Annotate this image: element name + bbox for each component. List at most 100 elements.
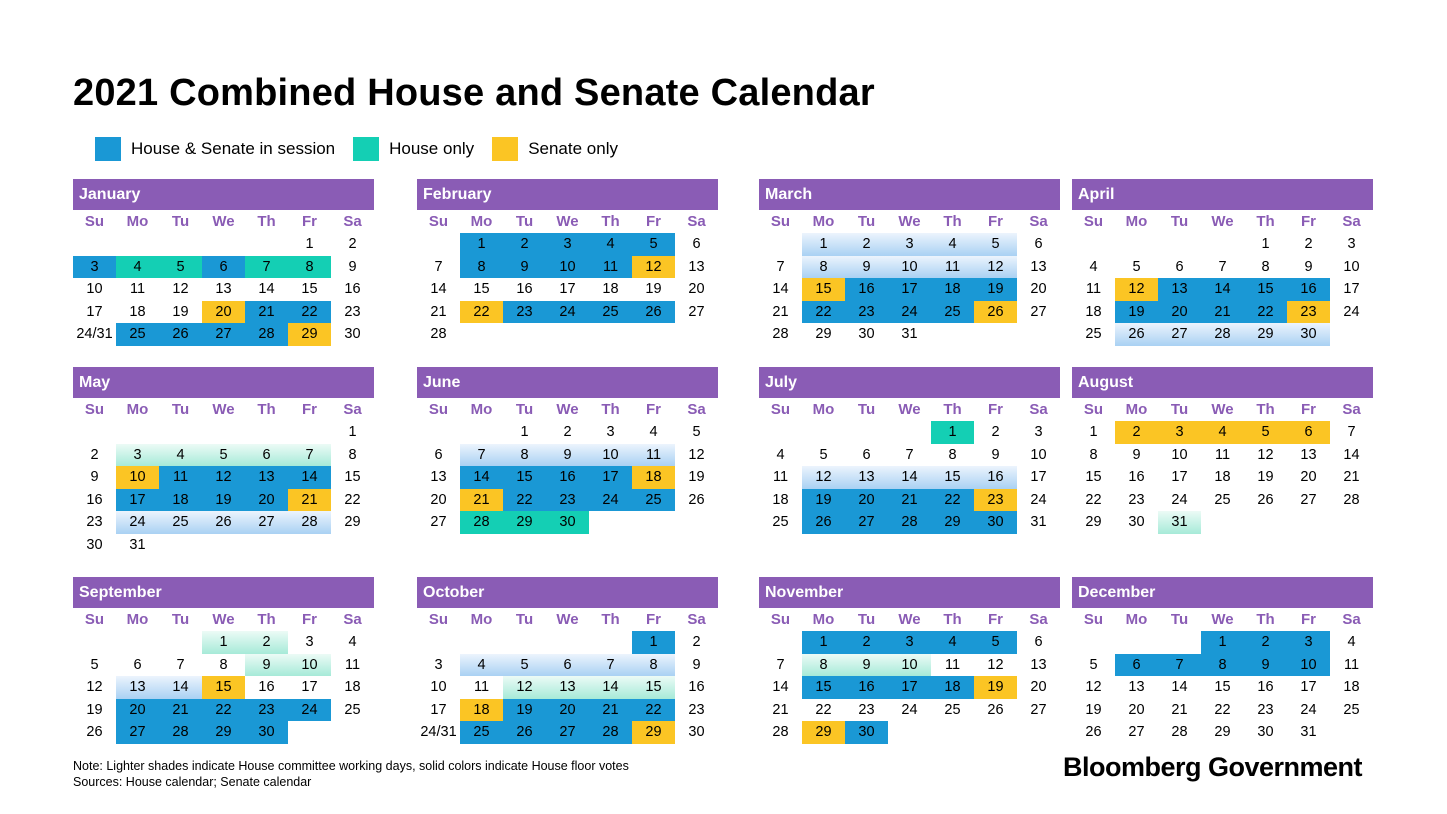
day-cell: 29 bbox=[632, 721, 675, 744]
week-row: 28 bbox=[417, 323, 718, 346]
month-august: August Su Mo Tu We Th Fr Sa 1 2 3 4 5 6 7 8 9 10 11 12 13 14 1… bbox=[1072, 367, 1373, 534]
day-cell: 17 bbox=[559, 281, 576, 297]
day-cell: 5 bbox=[159, 255, 202, 278]
month-september: September Su Mo Tu We Th Fr Sa 1 2 3 4 5 6 7 8 9 10 11 12 13… bbox=[73, 577, 374, 744]
weekday-label: We bbox=[556, 401, 579, 418]
week-row: 10 11 12 13 14 15 16 bbox=[417, 676, 718, 699]
weekday-label: Tu bbox=[1170, 213, 1189, 230]
day-cell: 14 bbox=[1201, 278, 1244, 301]
day-cell: 13 bbox=[688, 258, 705, 275]
day-cell: 21 bbox=[288, 488, 331, 511]
day-cell: 1 bbox=[202, 631, 245, 654]
empty-cell bbox=[159, 631, 202, 654]
day-cell: 4 bbox=[1347, 634, 1356, 650]
week-row: 27 28 29 30 bbox=[417, 511, 718, 534]
day-cell: 26 bbox=[802, 511, 845, 534]
empty-cell bbox=[159, 233, 202, 256]
month-december: December Su Mo Tu We Th Fr Sa 1 2 3 4 5 6 7 8 9 10 11 12 13 1… bbox=[1072, 577, 1373, 744]
day-cell: 2 bbox=[245, 631, 288, 654]
day-cell: 22 bbox=[632, 698, 675, 721]
day-cell: 6 bbox=[1175, 258, 1184, 275]
day-cell: 30 bbox=[688, 724, 705, 740]
day-cell: 16 bbox=[688, 679, 705, 695]
day-cell: 20 bbox=[845, 488, 888, 511]
day-cell: 21 bbox=[430, 303, 447, 320]
weekday-label: Sa bbox=[687, 611, 706, 628]
day-cell: 31 bbox=[129, 536, 146, 553]
day-cell: 25 bbox=[632, 488, 675, 511]
day-cell: 1 bbox=[1089, 424, 1098, 440]
day-cell: 28 bbox=[159, 721, 202, 744]
weekday-label: Mo bbox=[1125, 213, 1148, 230]
empty-cell bbox=[460, 421, 503, 444]
day-cell: 20 bbox=[546, 698, 589, 721]
day-cell: 9 bbox=[1132, 446, 1141, 463]
empty-cell bbox=[288, 421, 331, 444]
weekday-label: Mo bbox=[126, 401, 149, 418]
weekday-label: Su bbox=[428, 401, 449, 418]
week-row: 1 2 3 4 5 bbox=[417, 421, 718, 444]
day-cell: 15 bbox=[1244, 278, 1287, 301]
day-cell: 12 bbox=[172, 281, 189, 297]
day-cell: 2 bbox=[90, 446, 99, 463]
day-cell: 16 bbox=[86, 491, 103, 508]
day-cell: 4 bbox=[776, 446, 785, 463]
week-row: 26 27 28 29 30 bbox=[73, 721, 374, 744]
day-cell: 24/31 bbox=[76, 326, 113, 342]
week-row: 13 14 15 16 17 18 19 bbox=[417, 466, 718, 489]
empty-cell bbox=[202, 421, 245, 444]
empty-cell bbox=[1158, 233, 1201, 256]
empty-cell bbox=[288, 721, 331, 744]
day-cell: 15 bbox=[802, 278, 845, 301]
weekday-label: Sa bbox=[1342, 401, 1361, 418]
day-cell: 3 bbox=[606, 424, 615, 440]
week-row: 14 15 16 17 18 19 20 bbox=[759, 278, 1060, 301]
day-cell: 4 bbox=[931, 631, 974, 654]
day-cell: 15 bbox=[503, 466, 546, 489]
day-cell: 25 bbox=[116, 323, 159, 346]
weekday-label: Sa bbox=[687, 401, 706, 418]
week-row: 28 29 30 31 bbox=[759, 323, 1060, 346]
weekday-label: Mo bbox=[470, 213, 493, 230]
day-cell: 28 bbox=[772, 326, 789, 342]
day-cell: 28 bbox=[589, 721, 632, 744]
day-cell: 21 bbox=[589, 698, 632, 721]
day-cell: 17 bbox=[1300, 679, 1317, 695]
day-cell: 30 bbox=[845, 721, 888, 744]
day-cell: 1 bbox=[802, 233, 845, 256]
day-cell: 8 bbox=[1261, 258, 1270, 275]
footnote: Note: Lighter shades indicate House comm… bbox=[73, 758, 629, 790]
weekday-label: Su bbox=[428, 213, 449, 230]
day-cell: 20 bbox=[245, 488, 288, 511]
weekday-label: Sa bbox=[343, 213, 362, 230]
day-cell: 6 bbox=[862, 446, 871, 463]
weekday-label: Tu bbox=[515, 213, 534, 230]
month-april: April Su Mo Tu We Th Fr Sa 1 2 3 4 5 6 7 8 9 10 11 12 13 14 15… bbox=[1072, 179, 1373, 346]
week-row: 25 26 27 28 29 30 31 bbox=[759, 511, 1060, 534]
empty-cell bbox=[1072, 631, 1115, 654]
day-cell: 23 bbox=[503, 300, 546, 323]
week-row: 5 6 7 8 9 10 11 bbox=[73, 653, 374, 676]
day-cell: 27 bbox=[1300, 491, 1317, 508]
day-cell: 29 bbox=[815, 326, 832, 342]
day-cell: 25 bbox=[1343, 701, 1360, 718]
legend-item-house-only: House only bbox=[353, 137, 474, 161]
weekday-header-row: Su Mo Tu We Th Fr Sa bbox=[73, 608, 374, 631]
day-cell: 13 bbox=[546, 676, 589, 699]
week-row: 17 18 19 20 21 22 23 bbox=[73, 300, 374, 323]
day-cell: 24 bbox=[1030, 491, 1047, 508]
weekday-label: We bbox=[556, 213, 579, 230]
weekday-label: Su bbox=[428, 611, 449, 628]
day-cell: 29 bbox=[1244, 323, 1287, 346]
day-cell: 24 bbox=[589, 488, 632, 511]
week-row: 17 18 19 20 21 22 23 bbox=[417, 698, 718, 721]
day-cell: 14 bbox=[460, 466, 503, 489]
day-cell: 15 bbox=[344, 469, 361, 485]
day-cell: 14 bbox=[772, 281, 789, 297]
week-row: 9 10 11 12 13 14 15 bbox=[73, 466, 374, 489]
day-cell: 19 bbox=[974, 278, 1017, 301]
empty-cell bbox=[116, 233, 159, 256]
week-row: 10 11 12 13 14 15 16 bbox=[73, 278, 374, 301]
weekday-label: Tu bbox=[515, 611, 534, 628]
